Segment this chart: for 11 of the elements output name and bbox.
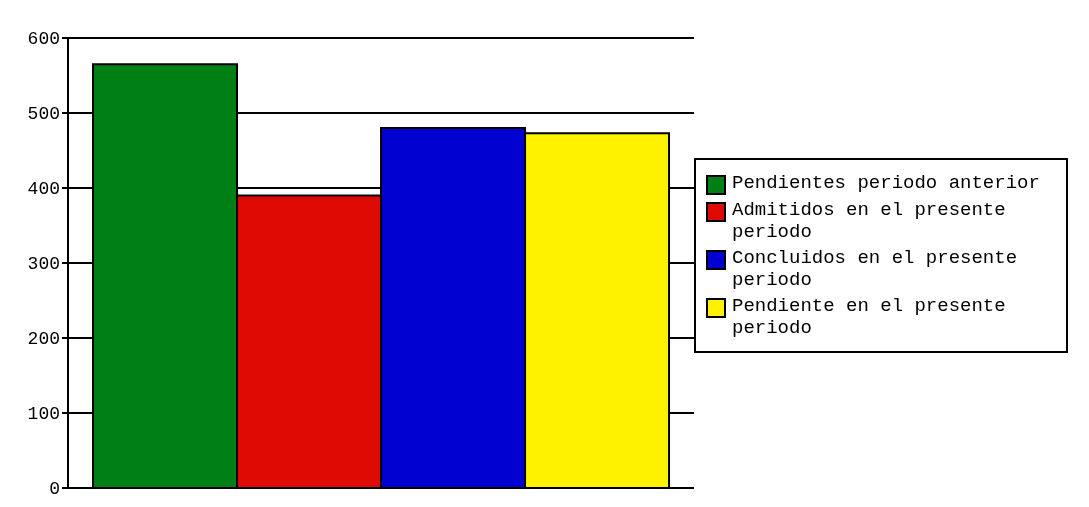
legend-label: Admitidos en el presente periodo bbox=[732, 199, 1007, 243]
legend-label: Pendientes periodo anterior bbox=[732, 172, 1040, 194]
y-tick-label: 500 bbox=[27, 104, 60, 125]
legend-label: Concluidos en el presente periodo bbox=[732, 247, 1019, 291]
legend-label: Pendiente en el presente periodo bbox=[732, 295, 1007, 339]
y-tick-label: 600 bbox=[27, 29, 60, 50]
y-tick-label: 0 bbox=[49, 479, 60, 500]
y-tick-label: 100 bbox=[27, 404, 60, 425]
y-tick-label: 300 bbox=[27, 254, 60, 275]
y-tick-label: 200 bbox=[27, 329, 60, 350]
y-tick-label: 400 bbox=[27, 179, 60, 200]
